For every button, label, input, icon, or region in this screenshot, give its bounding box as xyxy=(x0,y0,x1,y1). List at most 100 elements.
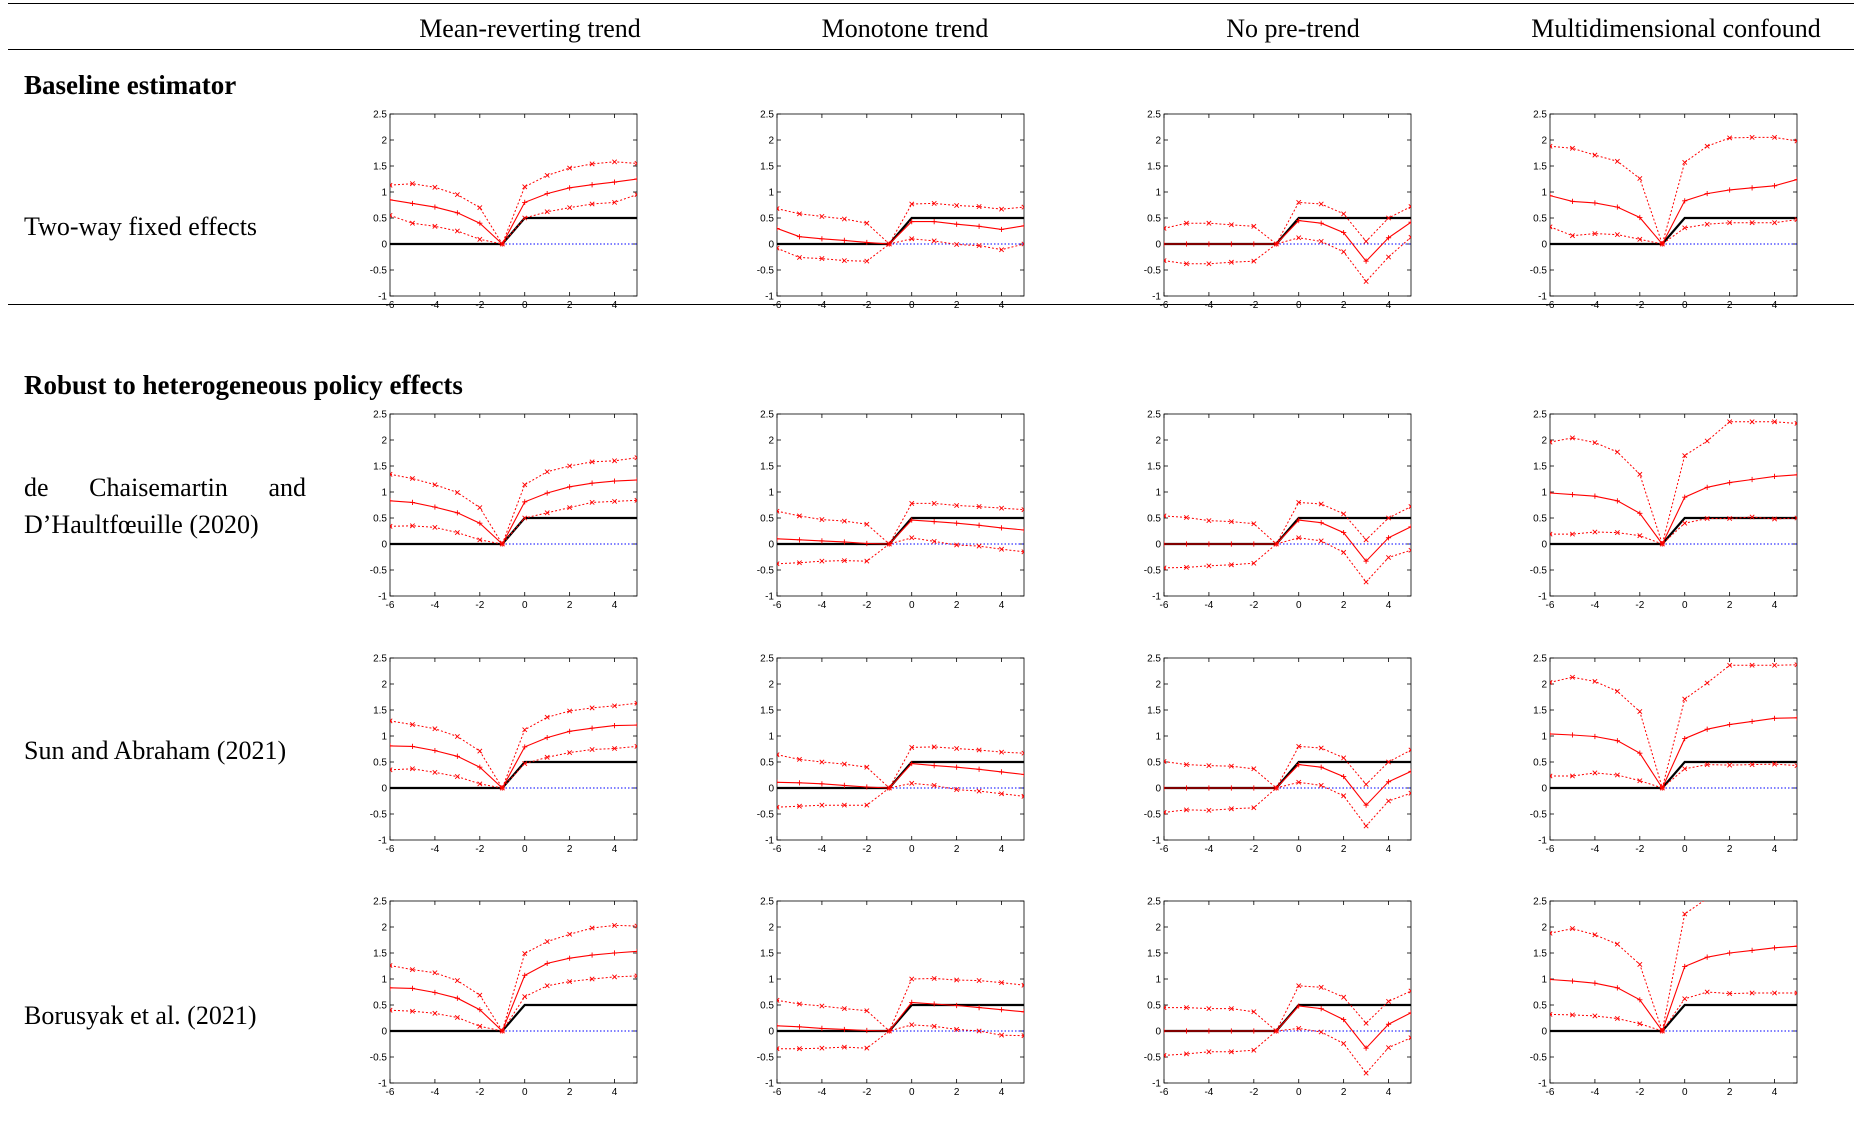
estimate-marker xyxy=(1251,1028,1257,1034)
row-label-twfe: Two-way fixed effects xyxy=(24,212,258,241)
y-tick-label: 1.5 xyxy=(373,949,387,960)
ci-lower-marker xyxy=(409,220,415,226)
y-tick-label: 1 xyxy=(1541,488,1547,499)
estimate-line xyxy=(1550,717,1797,790)
ci-upper-marker xyxy=(1704,143,1710,149)
section-robust-estimators: Robust to heterogeneous policy effects xyxy=(24,370,463,400)
series-group xyxy=(1550,888,1797,1034)
ci-lower-marker xyxy=(567,750,573,756)
panel-r3-c2: -1 -0.5 0 0.5 1 1.5 2 2.5 -6 -4 -2 0 2 4 xyxy=(1144,897,1412,1098)
ci-lower-marker xyxy=(589,499,595,505)
estimate-marker xyxy=(1569,198,1576,204)
ci-upper-marker xyxy=(432,482,438,488)
ci-upper-marker xyxy=(1341,511,1347,517)
ci-upper-marker xyxy=(544,714,550,720)
x-tick-label: 0 xyxy=(522,844,528,855)
ci-upper-marker xyxy=(1749,134,1755,140)
x-tick-label: 4 xyxy=(1386,1087,1392,1098)
ci-lower-marker xyxy=(819,802,825,808)
y-tick-label: 0.5 xyxy=(1147,758,1161,769)
estimate-marker xyxy=(998,226,1005,233)
y-tick-label: 1 xyxy=(1155,975,1161,986)
estimate-marker xyxy=(909,517,915,523)
panel-r0-c0: -1 -0.5 0 0.5 1 1.5 2 2.5 -6 -4 -2 0 2 4 xyxy=(370,110,638,311)
estimate-line xyxy=(1550,178,1797,245)
y-tick-label: 0 xyxy=(381,240,387,251)
estimate-marker xyxy=(1273,241,1279,247)
ci-lower-marker xyxy=(1386,1045,1392,1051)
estimate-marker xyxy=(390,197,393,203)
estimate-marker xyxy=(1771,715,1778,721)
estimate-marker xyxy=(998,525,1005,531)
estimate-marker xyxy=(567,955,573,961)
x-tick-label: -2 xyxy=(475,600,484,611)
x-tick-label: 0 xyxy=(522,600,528,611)
panel-r3-c0: -1 -0.5 0 0.5 1 1.5 2 2.5 -6 -4 -2 0 2 4 xyxy=(370,897,638,1098)
ci-upper-marker xyxy=(589,459,595,465)
ci-lower-marker xyxy=(477,781,483,787)
estimate-marker xyxy=(1659,541,1665,547)
x-tick-label: 0 xyxy=(909,1087,915,1098)
x-tick-label: 4 xyxy=(999,300,1005,311)
ci-upper-marker xyxy=(1408,747,1411,753)
y-tick-label: -0.5 xyxy=(370,266,388,277)
ci-lower-marker xyxy=(931,782,937,788)
x-tick-label: 4 xyxy=(1386,844,1392,855)
ci-upper-marker xyxy=(1727,888,1731,892)
ci-lower-marker xyxy=(864,802,870,808)
ci-upper-line xyxy=(1164,201,1411,245)
estimate-marker xyxy=(1296,517,1302,523)
y-tick-label: -1 xyxy=(1152,592,1161,603)
estimate-marker xyxy=(1704,954,1710,960)
estimate-marker xyxy=(1408,768,1411,774)
estimate-marker xyxy=(1569,978,1576,984)
x-tick-label: 4 xyxy=(612,600,618,611)
x-tick-label: 2 xyxy=(567,300,573,311)
ci-upper-line xyxy=(1550,136,1797,246)
ci-lower-marker xyxy=(612,498,618,504)
x-tick-label: 4 xyxy=(1772,1087,1778,1098)
ci-lower-marker xyxy=(1569,773,1575,779)
y-tick-label: 0 xyxy=(1541,1027,1547,1038)
ci-upper-marker xyxy=(1727,419,1733,425)
y-tick-label: 0 xyxy=(1155,784,1161,795)
estimate-marker xyxy=(886,1028,892,1034)
ci-lower-marker xyxy=(1363,579,1369,585)
estimate-marker xyxy=(634,477,637,483)
ci-lower-marker xyxy=(1569,233,1575,239)
estimate-marker xyxy=(1363,258,1369,264)
ci-lower-marker xyxy=(1704,516,1710,522)
ci-lower-marker xyxy=(1386,254,1392,260)
estimate-marker xyxy=(819,781,825,787)
ci-lower-marker xyxy=(1296,235,1302,241)
ci-lower-line xyxy=(1550,219,1797,245)
ci-upper-marker xyxy=(1772,134,1778,140)
ci-lower-marker xyxy=(1206,563,1212,569)
y-tick-label: 1 xyxy=(381,732,387,743)
ci-upper-marker xyxy=(544,939,550,945)
estimate-marker xyxy=(1228,241,1234,247)
ci-lower-marker xyxy=(796,560,802,566)
estimate-marker xyxy=(477,1007,483,1013)
estimate-marker xyxy=(522,199,528,205)
series-group xyxy=(777,500,1024,567)
panel-r3-c3: -1 -0.5 0 0.5 1 1.5 2 2.5 -6 -4 -2 0 2 4 xyxy=(1530,897,1798,1098)
y-tick-label: 2.5 xyxy=(1147,410,1161,421)
ci-lower-marker xyxy=(1682,520,1688,526)
y-tick-label: -0.5 xyxy=(757,1053,775,1064)
estimate-marker xyxy=(1727,187,1733,193)
ci-lower-marker xyxy=(1682,766,1688,772)
ci-lower-line xyxy=(1550,516,1797,545)
estimate-marker xyxy=(931,1001,937,1007)
ci-upper-marker xyxy=(976,204,982,210)
x-tick-label: -2 xyxy=(475,1087,484,1098)
estimate-marker xyxy=(819,1025,825,1031)
ci-upper-marker xyxy=(1296,499,1302,505)
ci-upper-marker xyxy=(589,925,595,931)
y-tick-label: 2 xyxy=(381,923,387,934)
estimate-marker xyxy=(1592,980,1598,986)
estimate-marker xyxy=(1363,558,1369,564)
ci-lower-marker xyxy=(1749,514,1755,520)
ci-lower-marker xyxy=(522,515,528,521)
ci-upper-marker xyxy=(1614,449,1620,455)
